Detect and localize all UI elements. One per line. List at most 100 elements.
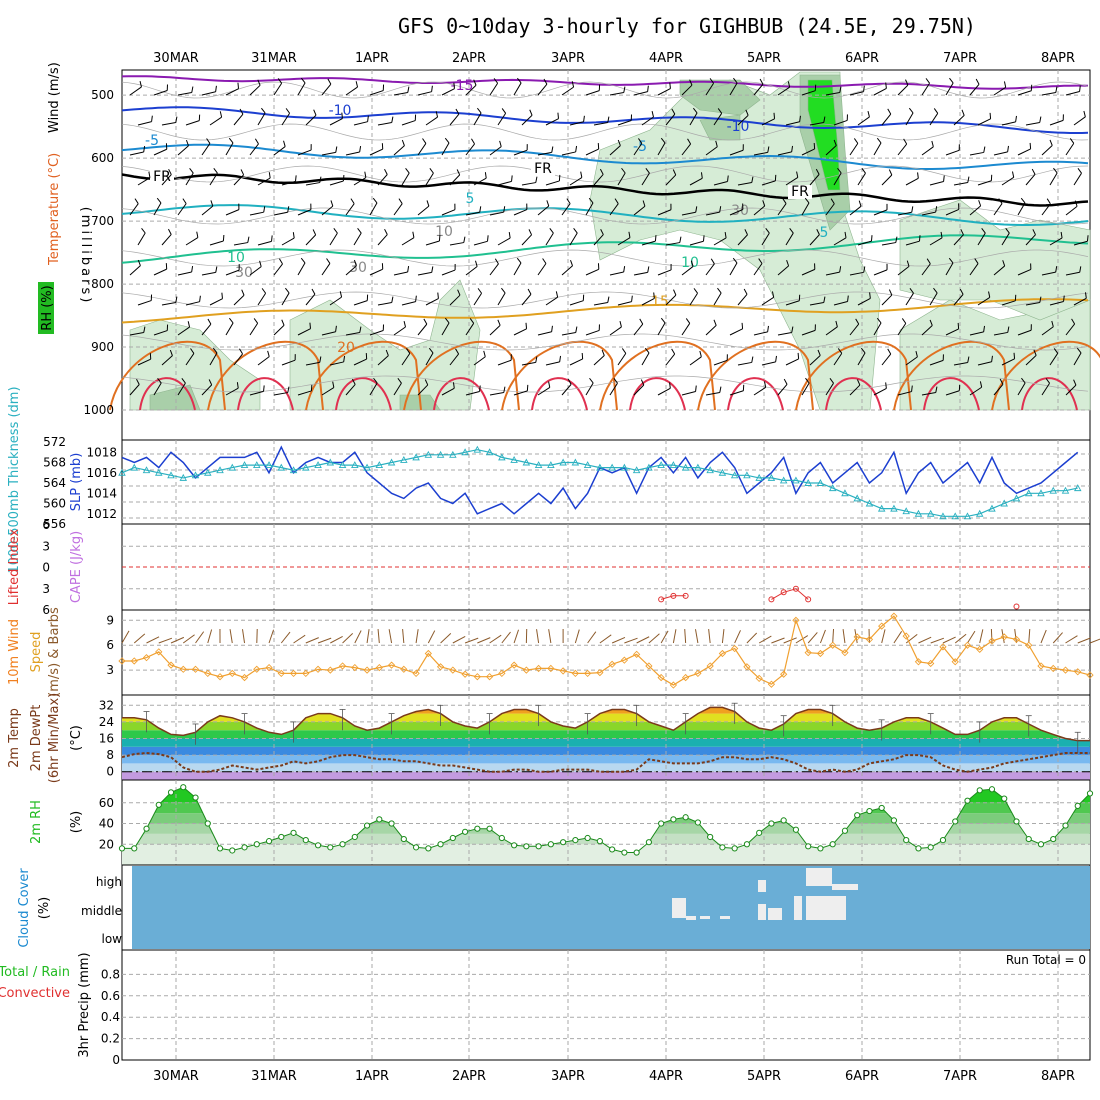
thickness-point: [302, 463, 310, 471]
wind-barb: [1065, 384, 1077, 396]
wind-barb: [153, 268, 167, 276]
wind-barb-flag: [805, 377, 810, 384]
stability-axis: 6 3 0 3 6: [42, 518, 50, 617]
wind-barb: [521, 234, 532, 246]
wind-barb-flag: [1085, 292, 1087, 299]
wind-barb-flag: [751, 356, 754, 363]
thickness-point: [436, 450, 445, 458]
isotherm-5: [121, 204, 1089, 226]
wind-barb: [465, 390, 480, 396]
wind-barb: [993, 203, 1003, 216]
rh2m-point: [1037, 841, 1045, 848]
wind-barb: [305, 361, 320, 366]
wind-barb: [777, 86, 790, 96]
wind-barb-flag: [823, 296, 826, 303]
thickness-point: [632, 466, 641, 474]
wind10m-barb: [536, 629, 540, 644]
wind10m-speed-point: [976, 645, 984, 653]
wind-barb: [729, 82, 738, 96]
wind-barb: [377, 174, 388, 186]
thickness-point: [890, 504, 898, 512]
wind-barb: [729, 149, 744, 156]
wind-barb: [497, 113, 507, 126]
wind-barb-flag: [546, 200, 550, 207]
wind-barb: [737, 361, 752, 366]
wind-barb-flag: [935, 386, 938, 393]
pressure-tick-label: 500: [91, 88, 114, 102]
wind-barb-flag: [212, 347, 218, 354]
wind-barb-flag: [669, 82, 671, 89]
wind-barb-flag: [452, 382, 455, 389]
wind-barb: [273, 83, 283, 96]
wind-barb: [905, 112, 914, 126]
wind-barb: [681, 211, 696, 216]
wind-barb: [353, 232, 362, 246]
thickness-point: [743, 471, 751, 479]
slp-tick-label: 1014: [86, 486, 117, 500]
wind10m-speed-point: [449, 666, 457, 674]
wind10m-axis: 3 6 9: [106, 613, 114, 677]
wind-barb-flag: [1011, 171, 1015, 178]
wind10m-barb: [832, 628, 835, 644]
rh2m-point: [792, 826, 800, 833]
wind-barb-flag: [435, 111, 439, 118]
minmax-axis-label: (6hr Min/Max): [47, 693, 62, 783]
wind10m-speed-point: [1037, 662, 1045, 670]
isotherm-label: 10: [227, 250, 245, 266]
wind-barb: [1025, 234, 1036, 246]
wind-barb-flag: [817, 349, 821, 356]
wind-barb-flag: [476, 107, 482, 114]
wind10m-barb: [672, 629, 677, 644]
wind-barb-flag: [645, 168, 650, 174]
lifted-index-point: [792, 585, 799, 592]
wind-barb-flag: [702, 235, 705, 242]
wind-barb-flag: [647, 85, 649, 92]
rh2m-point: [584, 834, 591, 842]
wind10m-speed-point: [853, 633, 861, 641]
wind-barb: [833, 353, 843, 366]
wind-barb-flag: [870, 235, 873, 242]
wind-barb-flag: [903, 138, 908, 145]
wind-barb: [633, 143, 643, 156]
wind10m-barb: [342, 632, 354, 644]
wind-barb-flag: [789, 227, 794, 234]
wind-barb: [321, 151, 336, 156]
wind-barb: [897, 143, 908, 156]
rh2m-point: [988, 786, 996, 793]
wind-barb: [1065, 143, 1075, 156]
wind-barb: [921, 263, 931, 276]
wind-barb-flag: [385, 349, 389, 356]
precip-tick-label: 0: [112, 1053, 120, 1067]
wind-barb-flag: [341, 112, 343, 119]
wind10m-tick-label: 3: [106, 663, 114, 677]
wind-barb-flag: [751, 176, 754, 183]
wind10m-speed-point: [155, 648, 163, 656]
wind-barb-flag: [1079, 85, 1081, 92]
wind-barb: [945, 390, 960, 396]
wind-barb-flag: [422, 138, 427, 144]
wind10m-barb: [708, 629, 711, 644]
thickness-tick-label: 560: [43, 497, 66, 511]
thickness-point: [216, 466, 224, 474]
lifted-index-line: [771, 588, 809, 600]
wind10m-speed-point: [939, 643, 947, 651]
wind-barb-flag: [261, 288, 267, 294]
wind-barb-flag: [771, 291, 775, 298]
wind-barb-flag: [575, 326, 578, 333]
wind-barb: [393, 145, 405, 156]
wind-barb: [561, 86, 574, 96]
thickness-point: [1061, 486, 1070, 494]
wind-barb: [921, 392, 936, 396]
wind10m-barb: [746, 632, 758, 644]
wind-barb-flag: [1053, 348, 1059, 354]
wind-barb: [681, 84, 693, 96]
rh2m-point: [241, 844, 248, 851]
wind-barb: [705, 263, 715, 276]
wind-barb: [897, 211, 912, 216]
wind-barb: [1073, 172, 1082, 186]
wind-barb-flag: [837, 348, 843, 354]
rh-patch: [899, 199, 1091, 321]
wind-barb-flag: [782, 198, 787, 204]
wind-barb: [513, 262, 522, 276]
wind-barb: [929, 237, 943, 246]
